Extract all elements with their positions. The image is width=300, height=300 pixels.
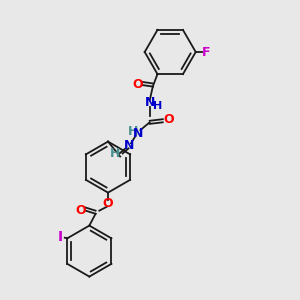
Text: H: H: [128, 125, 138, 138]
Text: O: O: [75, 204, 86, 217]
Text: F: F: [202, 46, 210, 59]
Text: O: O: [163, 113, 174, 126]
Text: H: H: [110, 147, 121, 160]
Text: N: N: [133, 127, 143, 140]
Text: O: O: [132, 79, 142, 92]
Text: O: O: [103, 197, 113, 210]
Text: N: N: [145, 96, 155, 109]
Text: N: N: [124, 139, 135, 152]
Text: H: H: [153, 101, 162, 111]
Text: I: I: [58, 230, 63, 244]
